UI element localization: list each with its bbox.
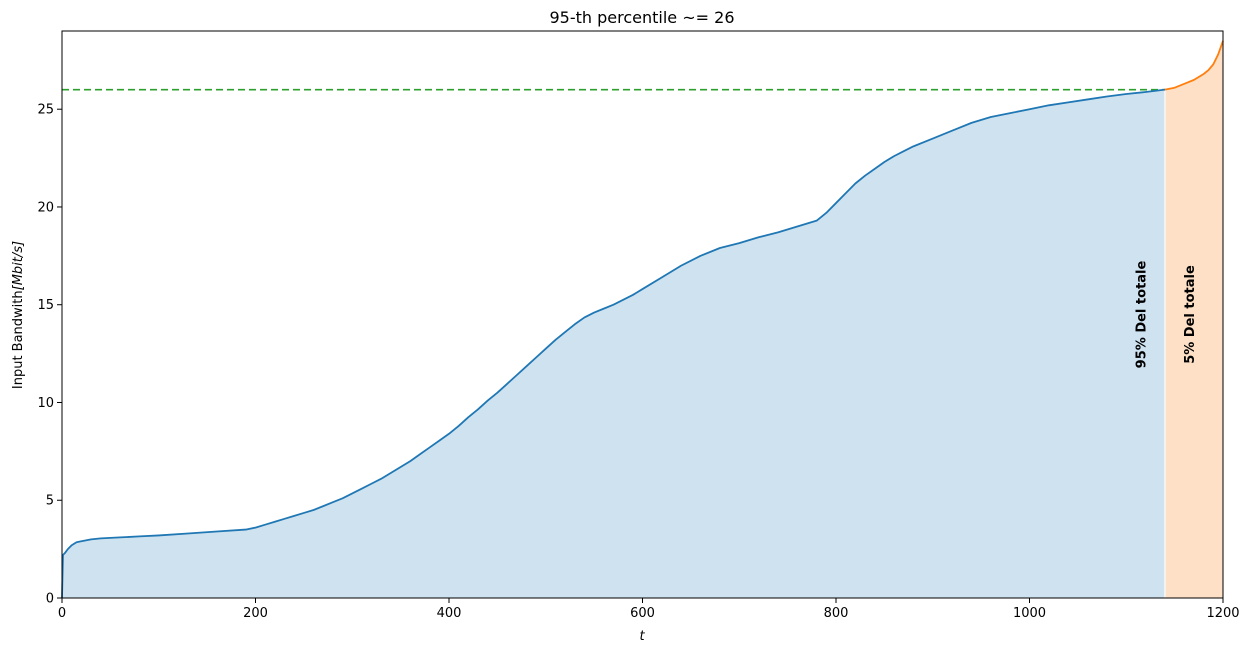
x-tick-label: 800 [824,606,849,621]
annotation-0: 95% Del totale [1135,261,1150,369]
y-tick-label: 25 [37,103,54,118]
x-tick-label: 0 [58,606,66,621]
x-tick-label: 400 [437,606,462,621]
y-axis-label: Input Bandwith[Mbit/s] [11,241,26,389]
y-tick-label: 5 [46,494,54,509]
series-1-line [1164,40,1224,91]
annotation-1: 5% Del totale [1183,265,1198,364]
x-tick-label: 1000 [1013,606,1046,621]
x-tick-label: 600 [630,606,655,621]
y-axis-label-unit: [Mbit/s] [11,241,26,290]
y-tick-label: 10 [37,396,54,411]
series-0-area [62,89,1165,598]
chart-title: 95-th percentile ~= 26 [550,8,735,27]
y-axis-label-prefix: Input Bandwith [11,290,26,389]
y-tick-label: 0 [46,592,54,607]
plot-area: 0 200 400 600 800 1000 1200 0 5 10 15 20 25 95% Del t… [37,30,1240,621]
series-0-line [61,88,1166,599]
x-tick-label: 200 [243,606,268,621]
y-tick-label: 20 [37,200,54,215]
x-axis-label: t [639,629,645,644]
x-tick-label: 1200 [1206,606,1239,621]
y-tick-label: 15 [37,298,54,313]
series-1-area [1164,40,1223,598]
